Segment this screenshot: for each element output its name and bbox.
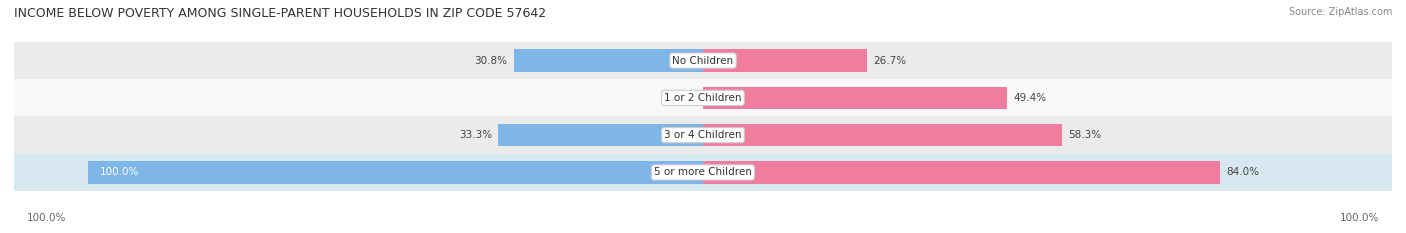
Bar [703, 49, 868, 72]
Text: 100.0%: 100.0% [1340, 213, 1379, 223]
Bar [703, 161, 1219, 184]
Text: 3 or 4 Children: 3 or 4 Children [664, 130, 742, 140]
Bar [14, 79, 1392, 116]
Text: 84.0%: 84.0% [1226, 168, 1258, 177]
Text: No Children: No Children [672, 56, 734, 65]
Bar [703, 87, 1007, 109]
Bar [513, 49, 703, 72]
Text: 5 or more Children: 5 or more Children [654, 168, 752, 177]
Bar [14, 116, 1392, 154]
Bar [14, 154, 1392, 191]
Text: 0.0%: 0.0% [668, 93, 693, 103]
Bar [703, 124, 1062, 146]
Text: 100.0%: 100.0% [100, 168, 139, 177]
Text: 26.7%: 26.7% [873, 56, 907, 65]
Text: INCOME BELOW POVERTY AMONG SINGLE-PARENT HOUSEHOLDS IN ZIP CODE 57642: INCOME BELOW POVERTY AMONG SINGLE-PARENT… [14, 7, 546, 20]
Bar [14, 42, 1392, 79]
Bar [498, 124, 703, 146]
Text: Source: ZipAtlas.com: Source: ZipAtlas.com [1288, 7, 1392, 17]
Text: 100.0%: 100.0% [27, 213, 66, 223]
Text: 58.3%: 58.3% [1067, 130, 1101, 140]
Text: 33.3%: 33.3% [458, 130, 492, 140]
Text: 30.8%: 30.8% [474, 56, 508, 65]
Bar [87, 161, 703, 184]
Text: 49.4%: 49.4% [1012, 93, 1046, 103]
Text: 1 or 2 Children: 1 or 2 Children [664, 93, 742, 103]
